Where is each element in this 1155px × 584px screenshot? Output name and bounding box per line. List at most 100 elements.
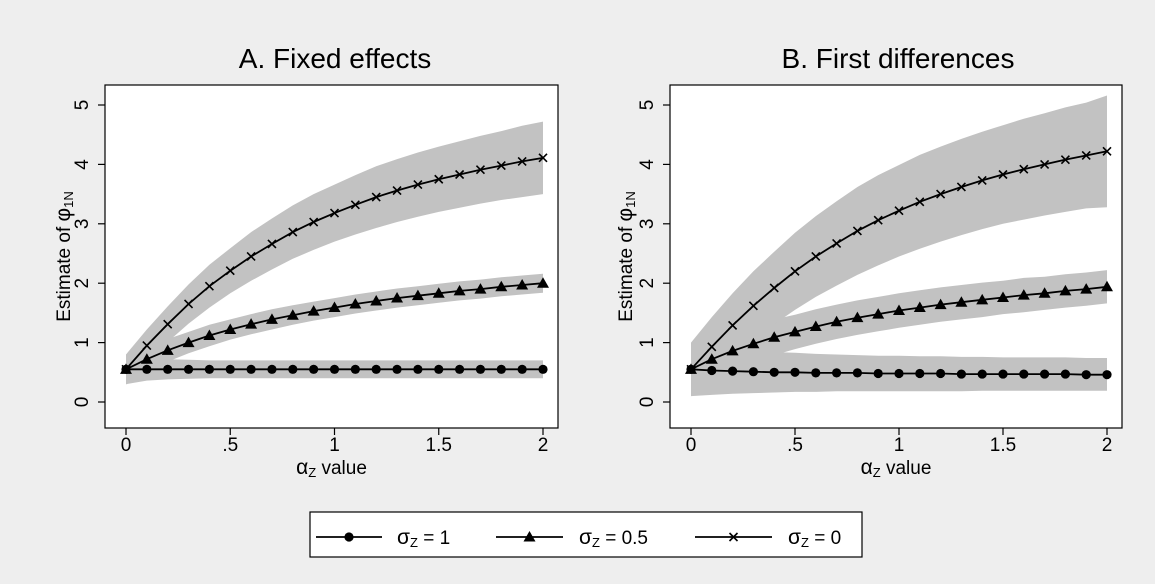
- data-point: [1040, 369, 1050, 379]
- data-point: [832, 368, 842, 378]
- data-point: [769, 283, 779, 293]
- series-x: [686, 146, 1112, 374]
- data-point: [142, 364, 152, 374]
- plot-frame: [104, 84, 559, 429]
- data-point: [789, 325, 801, 337]
- data-point: [811, 368, 821, 378]
- x-axis-label: αZ value: [861, 456, 932, 480]
- legend-label: σZ = 1: [397, 526, 450, 550]
- data-point: [392, 364, 402, 374]
- data-point: [873, 368, 883, 379]
- data-point: [934, 298, 947, 310]
- series-triangle: [685, 280, 1113, 374]
- data-point: [225, 364, 235, 374]
- x-tick-label: 1: [329, 435, 340, 456]
- data-point: [411, 289, 424, 301]
- data-point: [286, 309, 299, 320]
- y-tick-label: 3: [637, 219, 658, 230]
- data-point: [370, 295, 383, 306]
- data-point: [204, 281, 214, 291]
- data-point: [161, 344, 174, 355]
- data-point: [163, 319, 173, 329]
- data-point: [998, 369, 1008, 379]
- x-tick-label: .5: [787, 435, 803, 456]
- data-point: [475, 165, 486, 175]
- x-tick-label: 0: [686, 435, 697, 456]
- data-point: [728, 320, 738, 330]
- data-point: [832, 238, 842, 248]
- data-point: [182, 336, 195, 348]
- data-point: [748, 301, 758, 311]
- data-point: [790, 367, 800, 377]
- data-point: [163, 364, 173, 374]
- data-point: [183, 299, 194, 309]
- data-point: [288, 227, 298, 237]
- data-point: [811, 251, 821, 262]
- legend-item-x: σZ = 0: [695, 526, 841, 550]
- x-tick-label: 1: [894, 435, 905, 456]
- data-point: [142, 341, 152, 351]
- y-tick-label: 2: [72, 278, 93, 289]
- data-point: [769, 367, 779, 377]
- data-point: [183, 364, 194, 374]
- data-point: [1059, 284, 1072, 296]
- data-point: [246, 364, 256, 374]
- data-point: [1102, 146, 1112, 156]
- data-point: [976, 293, 989, 305]
- legend-item-triangle: σZ = 0.5: [496, 526, 648, 550]
- data-point: [1040, 159, 1050, 169]
- data-point: [1017, 289, 1030, 300]
- data-point: [977, 369, 987, 379]
- ci-band-x: [691, 95, 1107, 397]
- data-point: [245, 318, 258, 329]
- data-point: [790, 266, 800, 276]
- legend-marker: [523, 531, 536, 542]
- data-point: [686, 364, 696, 374]
- data-point: [475, 364, 486, 374]
- data-point: [1080, 283, 1093, 294]
- y-tick-label: 4: [637, 159, 658, 170]
- data-point: [307, 305, 320, 316]
- data-point: [956, 182, 966, 192]
- data-point: [267, 239, 277, 249]
- data-point: [516, 278, 529, 290]
- data-point: [496, 364, 506, 374]
- data-point: [1060, 155, 1070, 165]
- data-point: [998, 169, 1008, 180]
- data-point: [707, 342, 717, 352]
- y-tick-label: 5: [637, 100, 658, 111]
- data-point: [707, 365, 717, 376]
- data-point: [225, 266, 235, 276]
- data-point: [768, 331, 781, 342]
- data-point: [956, 369, 967, 379]
- data-point: [329, 208, 340, 218]
- data-point: [538, 364, 548, 374]
- data-point: [1081, 150, 1091, 161]
- data-point: [728, 366, 738, 376]
- data-point: [852, 368, 863, 378]
- data-point: [748, 367, 759, 377]
- x-tick-label: 1.5: [426, 435, 452, 456]
- data-point: [204, 364, 214, 374]
- data-point: [852, 226, 862, 236]
- legend-label: σZ = 0.5: [579, 526, 648, 550]
- data-point: [1081, 370, 1091, 380]
- data-point: [455, 364, 465, 374]
- data-point: [517, 156, 527, 166]
- data-point: [747, 337, 760, 349]
- y-axis-label: Estimate of φ1N: [614, 191, 638, 322]
- data-point: [392, 185, 402, 196]
- series-x: [121, 153, 548, 374]
- data-point: [913, 301, 926, 313]
- data-point: [893, 304, 905, 316]
- data-point: [371, 364, 381, 374]
- data-point: [329, 364, 340, 374]
- data-point: [121, 364, 131, 374]
- data-point: [246, 251, 256, 262]
- data-point: [894, 368, 904, 379]
- panel-a: A. Fixed effects 0 1 2 3 4 5 0 .5 1 1.5 2 αZ value Es…: [52, 43, 559, 480]
- data-point: [434, 364, 444, 374]
- data-point: [371, 192, 381, 202]
